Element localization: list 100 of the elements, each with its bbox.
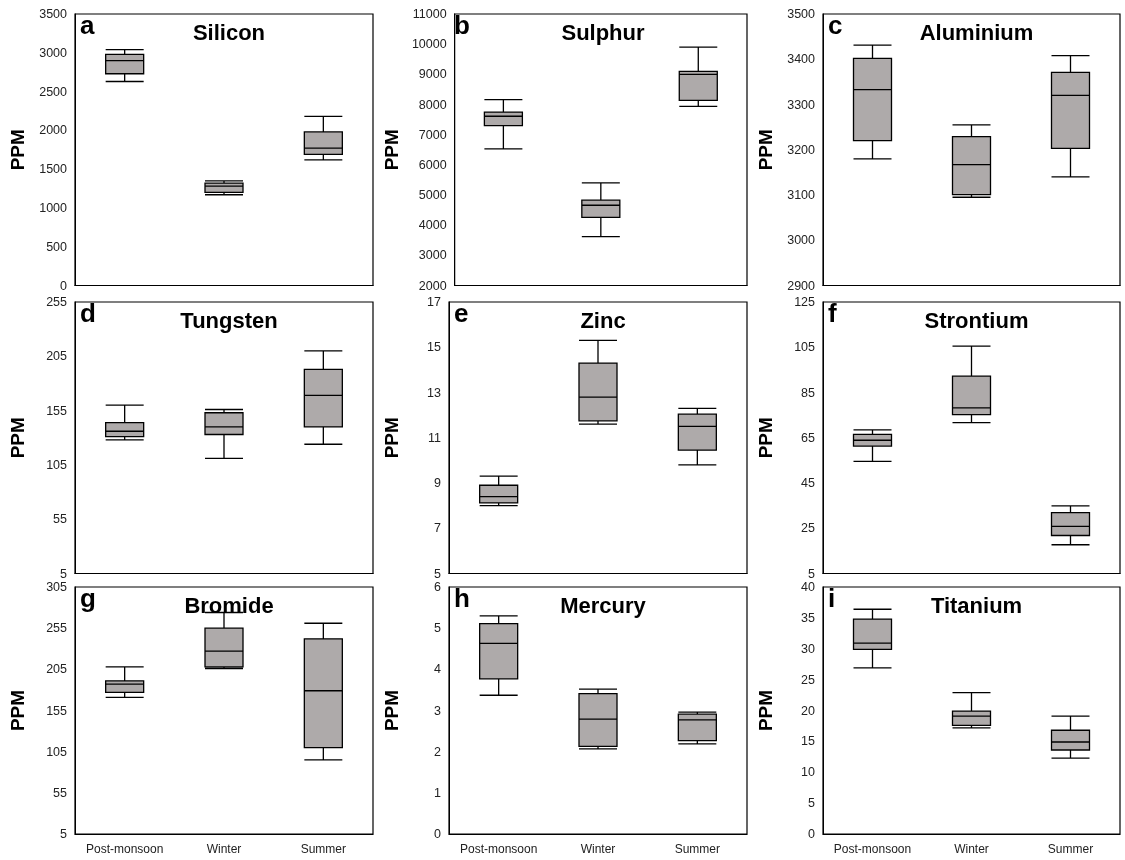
y-tick-label: 2000 bbox=[39, 123, 68, 138]
x-tick-label: Summer bbox=[674, 842, 721, 856]
y-tick-label: 3500 bbox=[787, 7, 816, 21]
y-tick-label: 55 bbox=[53, 512, 68, 527]
annotation: f bbox=[828, 298, 837, 328]
y-axis-title: PPM bbox=[7, 689, 28, 732]
y-axis-title: PPM bbox=[755, 417, 776, 459]
y-tick-label: 10 bbox=[801, 765, 816, 780]
chart-title: Bromide bbox=[184, 592, 274, 618]
y-tick-label: 205 bbox=[46, 662, 68, 677]
x-tick-label: Winter bbox=[206, 842, 242, 856]
y-tick-label: 40 bbox=[801, 580, 816, 594]
y-tick-label: 205 bbox=[46, 349, 68, 364]
x-tick-label: Post-monsoon bbox=[459, 842, 538, 856]
y-axis-title: PPM bbox=[381, 689, 402, 732]
y-tick-label: 0 bbox=[60, 278, 68, 293]
annotation: g bbox=[80, 583, 96, 613]
chart-title: Sulphur bbox=[561, 19, 645, 45]
y-tick-label: 3200 bbox=[787, 142, 816, 157]
y-axis-title: PPM bbox=[755, 689, 776, 732]
annotation: i bbox=[828, 583, 836, 613]
y-tick-label: 0 bbox=[808, 827, 816, 841]
y-tick-label: 5 bbox=[60, 566, 68, 581]
y-tick-label: 3400 bbox=[787, 52, 816, 67]
y-axis-title: PPM bbox=[381, 129, 402, 171]
annotation: d bbox=[80, 298, 96, 328]
y-tick-label: 105 bbox=[46, 457, 68, 472]
y-axis-title: PPM bbox=[755, 129, 776, 171]
y-tick-label: 2900 bbox=[787, 278, 816, 293]
x-tick-label: Winter bbox=[954, 842, 989, 856]
y-tick-label: 255 bbox=[46, 295, 68, 309]
y-tick-label: 55 bbox=[53, 785, 68, 800]
x-tick-label: Summer bbox=[1047, 842, 1094, 856]
y-tick-label: 3000 bbox=[787, 233, 816, 248]
annotation: a bbox=[80, 10, 95, 40]
y-tick-label: 45 bbox=[801, 476, 816, 490]
annotation: b bbox=[454, 10, 470, 40]
y-tick-label: 5 bbox=[808, 566, 816, 581]
x-tick-label: Post-monsoon bbox=[833, 842, 912, 856]
y-tick-label: 3000 bbox=[418, 248, 447, 263]
chart-title: Silicon bbox=[192, 19, 266, 45]
y-tick-label: 105 bbox=[794, 340, 816, 355]
y-tick-label: 15 bbox=[801, 734, 816, 749]
y-axis-title: PPM bbox=[381, 417, 402, 459]
y-tick-label: 2500 bbox=[39, 84, 68, 99]
y-tick-label: 155 bbox=[46, 703, 68, 718]
chart-title: Mercury bbox=[560, 592, 647, 618]
chart-title: Tungsten bbox=[180, 307, 278, 333]
y-tick-label: 11000 bbox=[412, 7, 447, 21]
y-tick-label: 5 bbox=[60, 827, 68, 841]
y-tick-label: 3 bbox=[434, 703, 442, 718]
y-tick-label: 15 bbox=[427, 340, 442, 355]
y-tick-label: 1000 bbox=[39, 200, 68, 215]
y-tick-label: 11 bbox=[428, 430, 442, 445]
chart-title: Titanium bbox=[930, 592, 1023, 618]
y-tick-label: 13 bbox=[427, 385, 442, 400]
y-tick-label: 5000 bbox=[418, 188, 447, 202]
y-tick-label: 17 bbox=[427, 295, 442, 309]
chart-title: Strontium bbox=[924, 307, 1029, 333]
y-tick-label: 20 bbox=[801, 703, 816, 718]
annotation: c bbox=[828, 10, 843, 40]
y-tick-label: 25 bbox=[801, 521, 816, 536]
y-tick-label: 4 bbox=[434, 662, 442, 677]
y-tick-label: 1500 bbox=[39, 162, 68, 177]
y-tick-label: 0 bbox=[434, 827, 442, 841]
y-axis-title: PPM bbox=[7, 129, 28, 171]
y-tick-label: 35 bbox=[801, 610, 816, 625]
y-tick-label: 2 bbox=[434, 744, 442, 759]
y-tick-label: 25 bbox=[801, 672, 816, 687]
y-tick-label: 65 bbox=[801, 430, 816, 445]
annotation: e bbox=[454, 298, 469, 328]
y-tick-label: 10000 bbox=[411, 37, 447, 52]
y-tick-label: 85 bbox=[801, 385, 816, 400]
y-tick-label: 155 bbox=[46, 403, 68, 418]
y-tick-label: 5 bbox=[434, 621, 442, 636]
y-tick-label: 3100 bbox=[787, 188, 816, 202]
y-tick-label: 5 bbox=[808, 796, 816, 811]
y-axis-title: PPM bbox=[7, 417, 28, 459]
y-tick-label: 8000 bbox=[418, 97, 447, 112]
x-tick-label: Post-monsoon bbox=[85, 842, 164, 856]
x-tick-label: Summer bbox=[300, 842, 347, 856]
y-tick-label: 3000 bbox=[39, 45, 68, 60]
y-tick-label: 4000 bbox=[418, 218, 447, 233]
y-tick-label: 5 bbox=[434, 566, 442, 581]
y-tick-label: 9 bbox=[434, 476, 442, 490]
annotation: h bbox=[454, 583, 470, 613]
y-tick-label: 6000 bbox=[418, 157, 447, 172]
y-tick-label: 255 bbox=[46, 621, 68, 636]
y-tick-label: 105 bbox=[46, 744, 68, 759]
y-tick-label: 500 bbox=[46, 239, 68, 254]
y-tick-label: 1 bbox=[434, 785, 442, 800]
x-tick-label: Winter bbox=[580, 842, 616, 856]
y-tick-label: 125 bbox=[794, 295, 816, 309]
y-tick-label: 2000 bbox=[418, 278, 447, 293]
y-tick-label: 7000 bbox=[418, 127, 447, 142]
y-tick-label: 305 bbox=[46, 580, 68, 594]
chart-title: Zinc bbox=[580, 307, 626, 333]
y-tick-label: 3500 bbox=[39, 7, 68, 21]
y-tick-label: 9000 bbox=[418, 67, 447, 82]
chart-title: Aluminium bbox=[919, 19, 1034, 45]
